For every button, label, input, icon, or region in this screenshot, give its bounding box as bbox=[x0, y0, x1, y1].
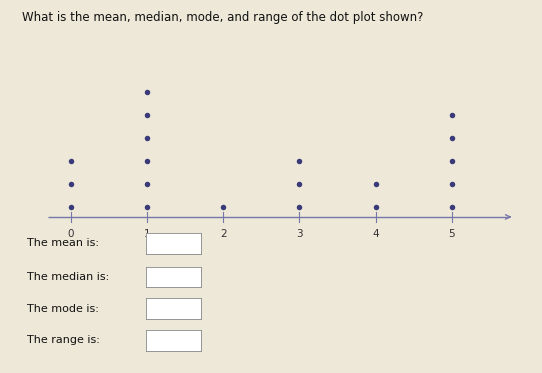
Text: The mean is:: The mean is: bbox=[27, 238, 99, 248]
Text: The mode is:: The mode is: bbox=[27, 304, 99, 314]
Text: 4: 4 bbox=[372, 229, 379, 239]
Text: 5: 5 bbox=[448, 229, 455, 239]
Text: The range is:: The range is: bbox=[27, 335, 100, 345]
Text: 3: 3 bbox=[296, 229, 302, 239]
Text: 1: 1 bbox=[144, 229, 150, 239]
Text: 0: 0 bbox=[67, 229, 74, 239]
Text: What is the mean, median, mode, and range of the dot plot shown?: What is the mean, median, mode, and rang… bbox=[22, 11, 423, 24]
Text: 2: 2 bbox=[220, 229, 227, 239]
Text: The median is:: The median is: bbox=[27, 272, 109, 282]
